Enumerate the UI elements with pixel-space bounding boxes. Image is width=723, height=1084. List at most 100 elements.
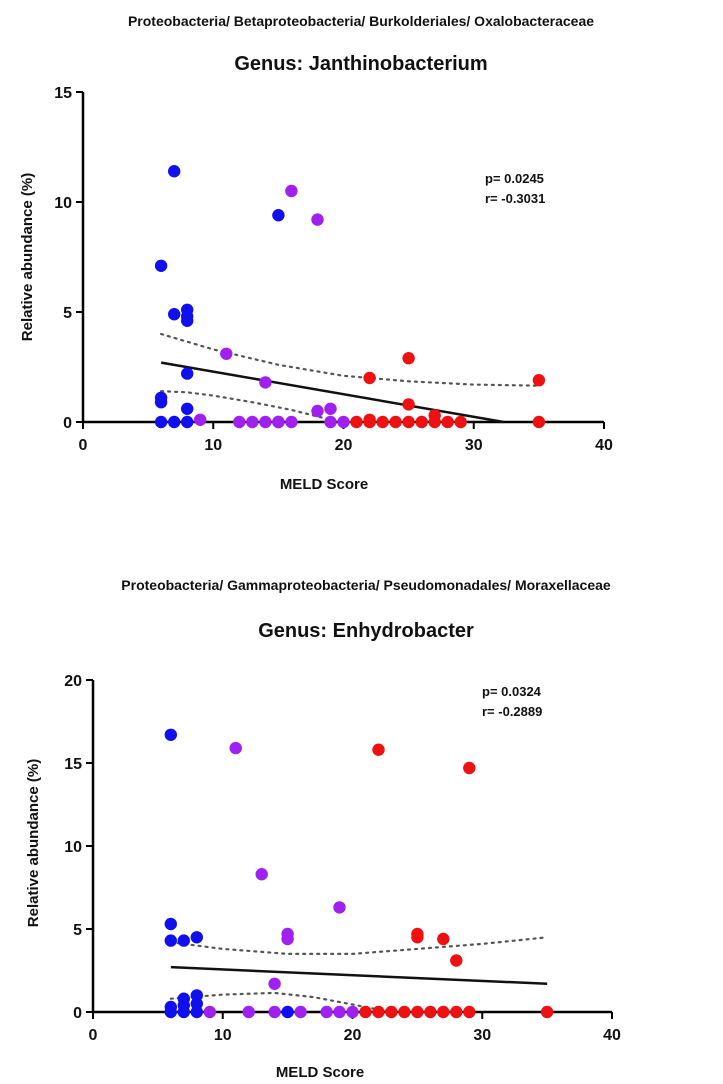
y-axis-label: Relative abundance (%) xyxy=(25,759,42,927)
data-point xyxy=(190,931,203,944)
x-tick-label: 20 xyxy=(335,437,353,454)
axes: 0 5 10 15 0 10 20 30 40 xyxy=(54,85,613,454)
data-point xyxy=(376,415,389,429)
data-point xyxy=(402,415,415,429)
data-point xyxy=(346,1005,359,1019)
taxonomy-label: Proteobacteria/ Gammaproteobacteria/ Pse… xyxy=(121,577,611,593)
data-point xyxy=(415,415,428,429)
data-point xyxy=(285,184,298,198)
data-point xyxy=(389,415,402,429)
data-point xyxy=(281,927,294,941)
data-point xyxy=(372,743,385,756)
confidence-bands xyxy=(160,332,540,424)
axes: 0 5 10 15 20 0 10 20 30 40 xyxy=(64,673,621,1044)
taxonomy-label: Proteobacteria/ Betaproteobacteria/ Burk… xyxy=(128,13,594,29)
data-point xyxy=(177,934,190,947)
y-tick-label: 0 xyxy=(73,1005,82,1022)
data-point xyxy=(402,352,415,365)
ci-upper-band xyxy=(160,332,540,387)
data-points xyxy=(164,728,554,1019)
chart-enhydrobacter: Proteobacteria/ Gammaproteobacteria/ Pse… xyxy=(25,577,621,1081)
data-point xyxy=(372,1005,385,1019)
data-point xyxy=(285,415,298,429)
x-tick-label: 0 xyxy=(79,437,88,454)
y-tick-label: 20 xyxy=(64,673,82,690)
data-point xyxy=(177,992,190,1005)
regression-line xyxy=(170,965,548,986)
y-tick-label: 15 xyxy=(54,85,72,102)
fit-line xyxy=(160,361,504,424)
y-tick-label: 0 xyxy=(63,415,72,432)
r-value-label: r= -0.3031 xyxy=(485,191,545,206)
data-point xyxy=(463,1005,476,1019)
ci-upper-band xyxy=(169,936,549,955)
data-point xyxy=(259,376,272,389)
data-point xyxy=(311,213,324,226)
data-point xyxy=(272,415,285,429)
data-point xyxy=(532,415,546,429)
x-tick-label: 10 xyxy=(214,1027,232,1044)
data-point xyxy=(350,415,363,429)
data-point xyxy=(411,1005,424,1019)
data-point xyxy=(450,954,463,967)
data-point xyxy=(203,1005,216,1019)
x-tick-label: 30 xyxy=(465,437,483,454)
data-point xyxy=(363,413,376,426)
data-point xyxy=(164,917,177,931)
data-point xyxy=(324,415,337,429)
y-tick-label: 5 xyxy=(63,305,72,322)
data-point xyxy=(320,1005,333,1019)
data-point xyxy=(428,409,441,422)
data-point xyxy=(337,415,350,429)
data-point xyxy=(437,932,450,946)
x-tick-label: 30 xyxy=(473,1027,491,1044)
data-point xyxy=(181,367,194,380)
y-tick-label: 10 xyxy=(54,195,72,212)
data-point xyxy=(242,1005,255,1019)
data-point xyxy=(424,1005,437,1019)
data-point xyxy=(454,415,467,429)
data-point xyxy=(181,415,194,429)
data-point xyxy=(154,259,168,272)
data-point xyxy=(402,398,415,411)
chart-title: Genus: Janthinobacterium xyxy=(234,53,487,75)
data-point xyxy=(246,415,259,429)
x-axis-label: MELD Score xyxy=(280,476,368,493)
data-point xyxy=(333,1005,346,1019)
data-point xyxy=(398,1005,411,1019)
x-tick-label: 40 xyxy=(595,437,613,454)
data-point xyxy=(190,989,203,1002)
data-point xyxy=(164,728,177,741)
y-tick-label: 10 xyxy=(64,839,82,856)
regression-line xyxy=(160,361,504,424)
data-point xyxy=(154,391,168,404)
p-value-label: p= 0.0324 xyxy=(482,684,542,699)
x-tick-label: 40 xyxy=(603,1027,621,1044)
data-point xyxy=(255,868,268,881)
data-point xyxy=(540,1005,554,1019)
data-point xyxy=(164,1000,177,1014)
data-point xyxy=(164,934,177,947)
data-point xyxy=(220,347,233,360)
data-point xyxy=(324,402,337,415)
data-point xyxy=(168,165,181,178)
data-point xyxy=(233,415,246,429)
data-point xyxy=(229,741,242,755)
r-value-label: r= -0.2889 xyxy=(482,704,542,719)
y-tick-label: 15 xyxy=(64,756,82,773)
data-point xyxy=(450,1005,463,1019)
y-axis-label: Relative abundance (%) xyxy=(19,173,36,341)
data-point xyxy=(272,209,285,222)
x-tick-label: 0 xyxy=(89,1027,98,1044)
data-point xyxy=(154,415,168,429)
data-point xyxy=(168,415,181,429)
data-point xyxy=(268,977,281,990)
x-tick-label: 10 xyxy=(204,437,222,454)
data-point xyxy=(411,927,424,941)
data-point xyxy=(359,1005,372,1019)
data-point xyxy=(194,413,207,426)
data-point xyxy=(385,1005,398,1019)
data-point xyxy=(363,371,376,385)
data-point xyxy=(437,1005,450,1019)
